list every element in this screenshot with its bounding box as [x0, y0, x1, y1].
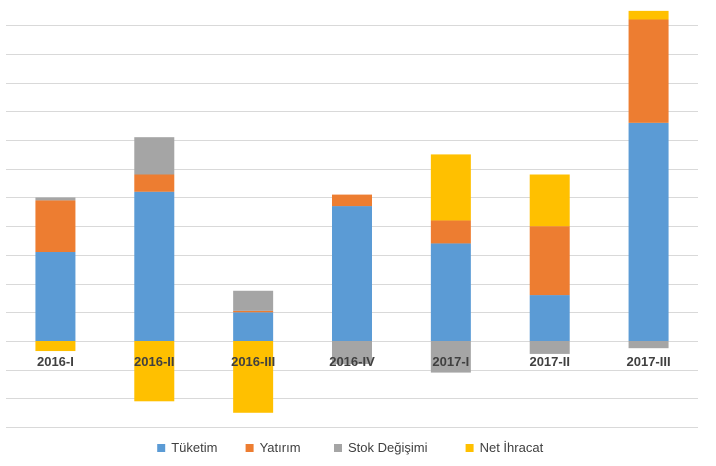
bar-segment-net-i-hracat-2017-ii: [529, 174, 570, 227]
tick-label-2016-ii: 2016-II: [134, 354, 174, 369]
bars: [35, 10, 669, 413]
bar-segment-net-i-hracat-2017-i: [430, 154, 471, 221]
tick-label-2016-i: 2016-I: [37, 354, 74, 369]
bar-segment-t-ketim-2016-i: [35, 252, 76, 342]
bar-segment-t-ketim-2016-iv: [332, 206, 372, 342]
bar-segment-t-ketim-2016-ii: [134, 191, 175, 342]
bar-segment-net-i-hracat-2016-i: [35, 341, 76, 352]
bar-segment-yat-r-m-2017-ii: [529, 226, 570, 296]
legend-swatch-t-ketim: [157, 444, 166, 452]
legend-swatch-yat-r-m: [245, 444, 254, 452]
bar-segment-t-ketim-2017-iii: [628, 122, 669, 342]
bar-segment-yat-r-m-2017-iii: [628, 19, 669, 123]
bar-segment-yat-r-m-2017-i: [430, 220, 471, 244]
bar-segment-stok-de-i-imi-2016-ii: [134, 137, 175, 175]
tick-label-2017-ii: 2017-II: [529, 354, 569, 369]
legend-swatch-stok-de-i-imi: [334, 444, 342, 452]
legend-label-stok-de-i-imi: Stok Değişimi: [348, 440, 428, 455]
bar-segment-t-ketim-2016-iii: [233, 312, 274, 342]
category-tick-labels: 2016-I 2016-II 2016-III 2016-IV 2017-I 2017-I…: [37, 354, 671, 369]
tick-label-2016-iii: 2016-III: [231, 354, 275, 369]
bar-segment-yat-r-m-2016-iv: [332, 194, 372, 207]
bar-segment-t-ketim-2017-i: [430, 243, 471, 342]
legend-label-net-i-hracat: Net İhracat: [480, 440, 544, 455]
legend-label-yat-r-m: Yatırım: [260, 440, 301, 455]
bar-segment-yat-r-m-2016-ii: [134, 174, 175, 192]
legend: Tüketim Yatırım Stok Değişimi Net İhracat: [157, 440, 544, 455]
bar-segment-stok-de-i-imi-2016-i: [35, 197, 76, 201]
bar-segment-net-i-hracat-2017-iii: [628, 10, 669, 20]
legend-label-t-ketim: Tüketim: [171, 440, 217, 455]
bar-segment-stok-de-i-imi-2016-iii: [233, 290, 274, 311]
bar-segment-yat-r-m-2016-iii: [233, 310, 274, 313]
bar-segment-stok-de-i-imi-2017-i: [430, 341, 471, 373]
bar-segment-t-ketim-2017-ii: [529, 295, 570, 342]
bar-segment-yat-r-m-2016-i: [35, 200, 76, 253]
tick-label-2017-i: 2017-I: [432, 354, 469, 369]
tick-label-2016-iv: 2016-IV: [329, 354, 375, 369]
bar-segment-stok-de-i-imi-2017-ii: [529, 341, 570, 354]
bar-segment-net-i-hracat-2016-iii: [233, 341, 274, 413]
bar-segment-net-i-hracat-2016-ii: [134, 341, 175, 402]
bar-segment-stok-de-i-imi-2017-iii: [628, 341, 669, 349]
bar-segment-stok-de-i-imi-2016-iv: [332, 341, 372, 364]
legend-swatch-net-i-hracat: [465, 444, 474, 452]
tick-label-2017-iii: 2017-III: [627, 354, 671, 369]
